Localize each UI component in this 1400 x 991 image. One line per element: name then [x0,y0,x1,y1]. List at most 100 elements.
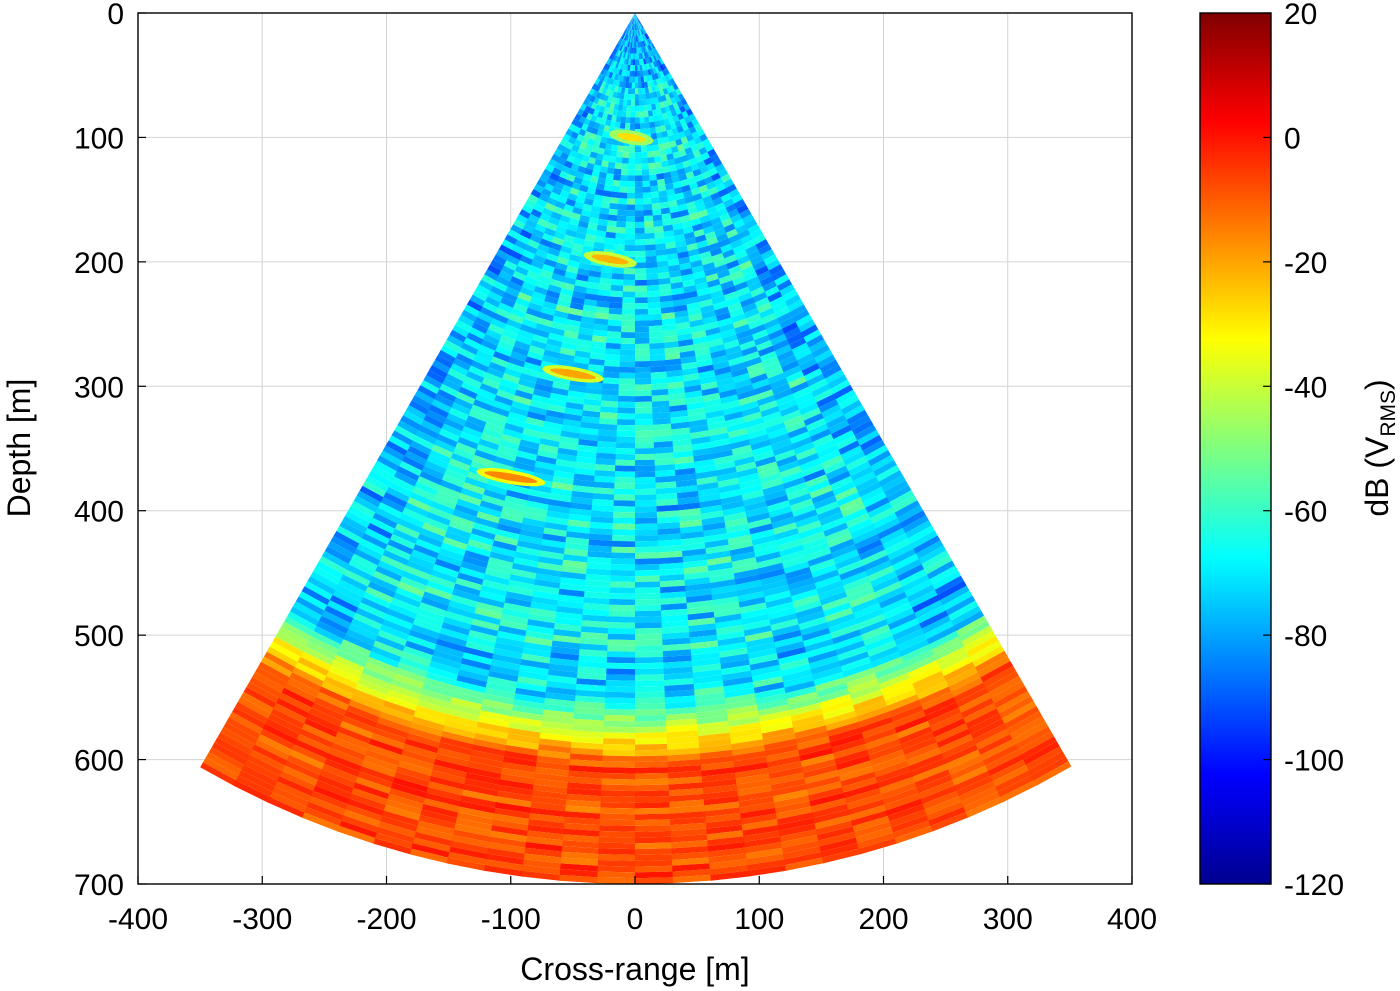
sector-cell [576,273,590,282]
sector-cell [658,539,683,547]
sector-cell [512,395,533,406]
sector-cell [614,238,626,246]
sector-cell [557,594,586,604]
sector-cell [714,366,732,376]
sector-cell [820,842,861,858]
sector-cell [740,483,764,495]
sector-cell [808,378,829,392]
sector-cell [705,409,725,420]
sector-cell [686,301,701,311]
sector-cell [623,93,629,100]
sector-cell [617,419,636,426]
sector-cell [397,420,419,436]
sector-cell [442,725,478,739]
sector-cell [626,47,630,54]
sector-cell [603,720,637,728]
sector-cell [635,221,645,228]
sector-cell [671,127,679,135]
sector-cell [653,97,660,104]
sector-cell [642,186,652,193]
sector-cell [520,433,542,445]
sector-cell [635,308,649,315]
sector-cell [411,843,451,859]
sector-cell [561,282,576,291]
sector-cell [591,170,601,178]
sector-cell [461,426,484,439]
sector-cell [918,545,947,565]
sector-cell [635,71,638,77]
sector-cell [647,296,661,304]
sector-cell [294,661,328,682]
sector-cell [533,203,545,214]
sector-cell [872,575,901,593]
sector-cell [706,332,723,342]
sector-cell [561,209,573,219]
sector-cell [599,277,613,285]
sector-cell [848,798,886,816]
sector-cell [429,660,461,676]
sector-cell [630,111,636,118]
sector-cell [651,400,671,408]
sector-cell [697,481,720,491]
sector-cell [608,604,637,612]
sector-cell [626,23,630,29]
sector-cell [861,721,897,739]
sector-cell [470,360,490,373]
sector-cell [359,485,385,503]
sector-cell [415,430,438,445]
sector-cell [499,439,521,451]
sector-cell [622,105,628,112]
sector-cell [658,119,666,127]
sector-cell [603,184,613,192]
sector-cell [767,500,792,513]
sector-cell [507,229,521,240]
sector-cell [607,220,618,228]
sector-cell [717,382,737,393]
sector-cell [274,781,313,803]
sector-cell [787,425,809,439]
sector-cell [644,39,649,46]
sector-cell [426,409,448,424]
sector-cell [443,616,473,631]
sector-cell [943,743,980,765]
sector-cell [637,24,640,31]
sector-cell [404,502,430,518]
sector-cell [697,720,731,731]
sector-cell [349,793,388,811]
sector-cell [765,366,785,379]
sector-cell [772,338,791,351]
sector-cell [419,470,443,486]
sector-cell [554,617,584,627]
sector-cell [836,491,862,507]
sector-cell [733,756,769,768]
sector-cell [597,177,607,185]
sector-cell [412,435,435,451]
sector-cell [588,120,596,128]
sector-cell [304,718,340,738]
x-tick-label-5: 100 [734,903,784,936]
sector-cell [793,719,828,733]
sector-cell [588,358,606,366]
sector-cell [878,470,903,487]
sector-cell [291,744,329,765]
sector-cell [607,108,614,116]
sector-cell [637,70,641,77]
sector-cell [611,546,637,554]
sector-cell [439,479,464,494]
sector-cell [723,511,748,522]
sector-cell [642,52,646,59]
sector-cell [575,462,597,471]
sector-cell [603,125,611,133]
sector-cell [661,63,667,70]
sector-cell [663,224,674,232]
sector-cell [600,118,607,126]
sector-cell [850,523,877,539]
sector-cell [718,187,730,198]
sector-cell [530,208,543,219]
sector-cell [430,770,468,785]
sector-cell [734,761,770,773]
sector-cell [718,483,742,494]
sector-cell [614,244,626,251]
sector-cell [211,742,249,766]
sector-cell [581,614,610,623]
